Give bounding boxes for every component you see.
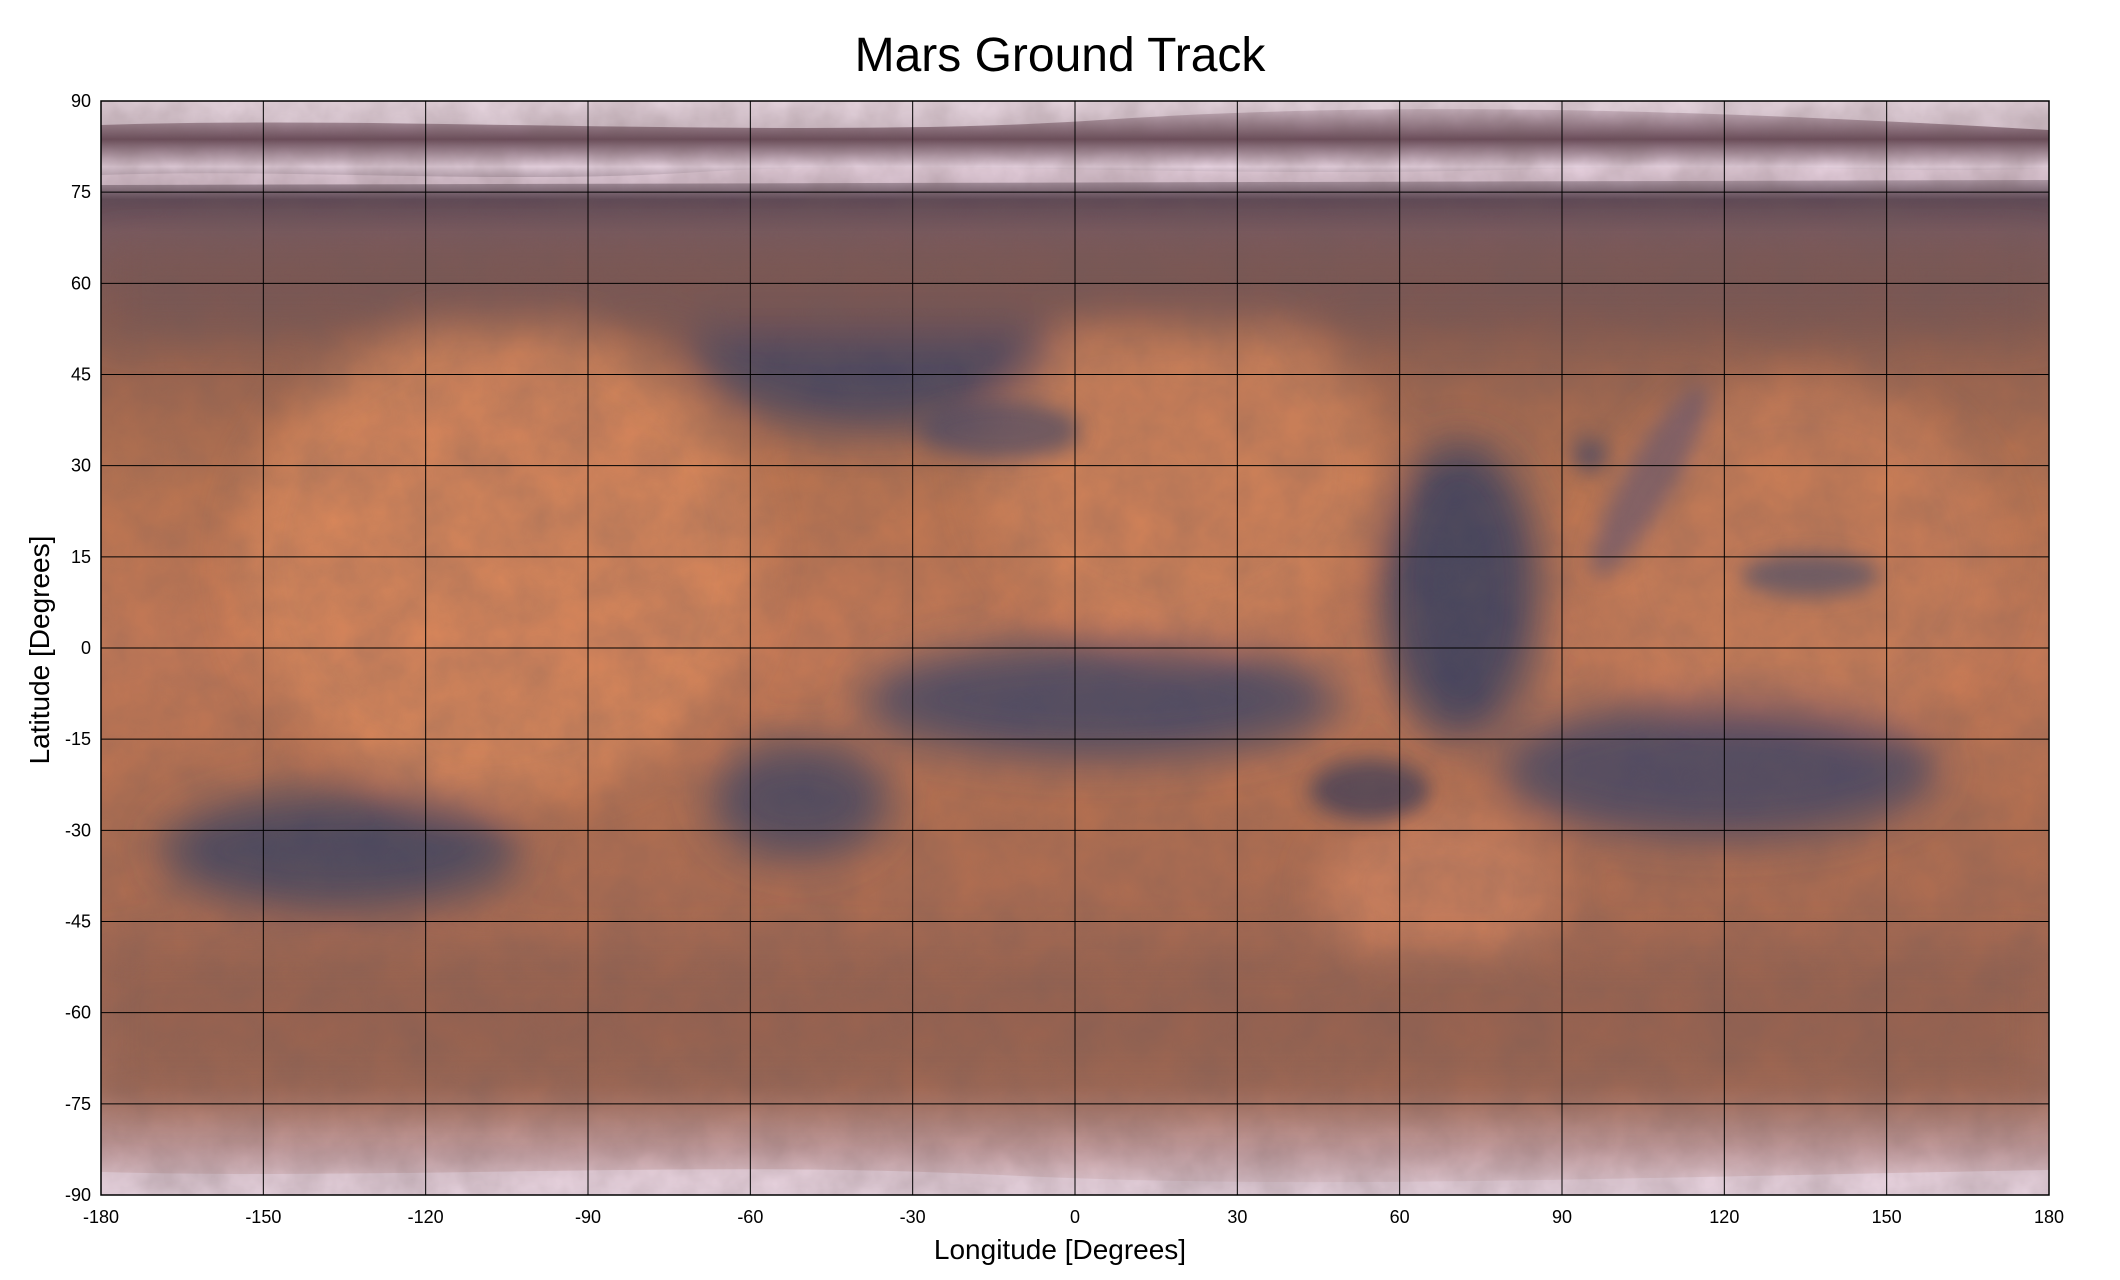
y-tick-label: 75: [71, 182, 91, 202]
x-tick-label: 60: [1390, 1207, 1410, 1227]
y-tick-label: -15: [65, 729, 91, 749]
gridlines: [100, 100, 2050, 1196]
y-tick-label: -90: [65, 1185, 91, 1205]
plot-frame: [100, 100, 2050, 1196]
x-tick-label: 30: [1227, 1207, 1247, 1227]
x-tick-label: -150: [245, 1207, 281, 1227]
y-tick-label: -30: [65, 820, 91, 840]
y-tick-label: 0: [81, 638, 91, 658]
chart-title: Mars Ground Track: [854, 29, 1266, 82]
x-tick-label: 90: [1552, 1207, 1572, 1227]
x-tick-label: -120: [408, 1207, 444, 1227]
x-tick-label: 150: [1872, 1207, 1902, 1227]
x-tick-label: 0: [1070, 1207, 1080, 1227]
y-tick-label: 45: [71, 365, 91, 385]
x-tick-label: -60: [737, 1207, 763, 1227]
x-tick-label: 180: [2034, 1207, 2064, 1227]
x-axis-label: Longitude [Degrees]: [933, 1234, 1187, 1265]
y-tick-label: 15: [71, 547, 91, 567]
y-tick-label: 60: [71, 273, 91, 293]
x-tick-label: -180: [83, 1207, 119, 1227]
y-tick-label: -60: [65, 1003, 91, 1023]
y-tick-label: 30: [71, 456, 91, 476]
y-tick-labels: 90 75 60 45 30 15 0 -15 -30 -45 -60 -75 -90: [65, 91, 91, 1205]
y-tick-label: -45: [65, 912, 91, 932]
x-tick-labels: -180 -150 -120 -90 -60 -30 0 30 60 90 120 150 180: [83, 1207, 2064, 1227]
y-axis-label: Latitude [Degrees]: [24, 535, 55, 765]
y-tick-label: -75: [65, 1094, 91, 1114]
y-tick-label: 90: [71, 91, 91, 111]
x-tick-label: 120: [1709, 1207, 1739, 1227]
x-tick-label: -90: [575, 1207, 601, 1227]
x-tick-label: -30: [900, 1207, 926, 1227]
